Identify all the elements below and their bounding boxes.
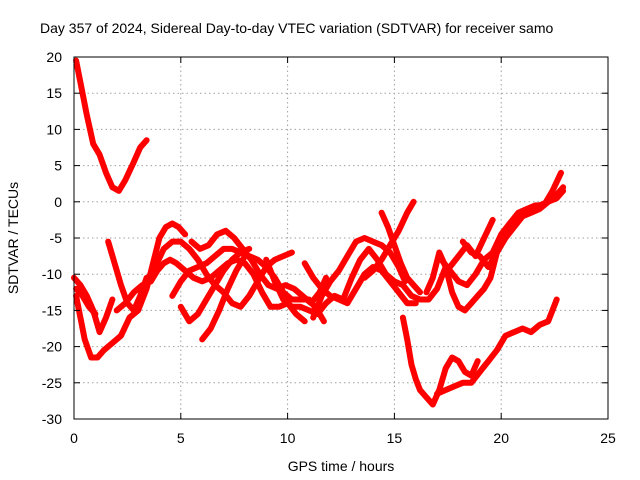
y-tick-label: -25 — [42, 375, 62, 391]
series-sat-17 — [399, 314, 481, 408]
x-tick-label: 5 — [177, 430, 185, 446]
y-tick-label: -5 — [50, 230, 63, 246]
y-tick-label: 0 — [54, 194, 62, 210]
y-tick-label: -15 — [42, 302, 62, 318]
series-sat-18 — [434, 296, 560, 397]
grid — [74, 57, 608, 419]
series-sat-4 — [73, 285, 99, 317]
series-sat-14 — [310, 235, 409, 321]
series-sat-22 — [446, 216, 496, 270]
y-tick-label: 5 — [54, 158, 62, 174]
y-tick-label: -20 — [42, 339, 62, 355]
series-sat-12 — [263, 245, 449, 317]
x-tick-label: 10 — [280, 430, 296, 446]
y-tick-label: 15 — [46, 85, 62, 101]
x-tick-label: 25 — [600, 430, 616, 446]
series-sat-11 — [188, 227, 329, 307]
y-tick-label: -10 — [42, 266, 62, 282]
series-sat-1 — [73, 57, 150, 194]
y-tick-label: -30 — [42, 411, 62, 427]
series-sat-6 — [113, 256, 308, 325]
series-sat-16 — [378, 209, 423, 296]
series-sat-15 — [361, 198, 417, 281]
series-group — [71, 57, 567, 408]
series-sat-21 — [459, 187, 567, 270]
x-tick-label: 0 — [70, 430, 78, 446]
x-axis-title: GPS time / hours — [288, 458, 395, 474]
x-tick-label: 15 — [387, 430, 403, 446]
y-axis-title: SDTVAR / TECUs — [5, 182, 21, 294]
y-tick-label: 10 — [46, 121, 62, 137]
y-tick-label: 20 — [46, 49, 62, 65]
series-sat-2 — [73, 220, 189, 361]
series-sat-9 — [177, 245, 253, 325]
series-sat-10 — [199, 253, 248, 343]
axis-ticks: 0 5 10 15 20 25 -30 -25 -20 -15 -10 -5 0 5 10 15 20 — [42, 49, 616, 446]
x-tick-label: 20 — [493, 430, 509, 446]
chart-title: Day 357 of 2024, Sidereal Day-to-day VTE… — [40, 20, 553, 36]
